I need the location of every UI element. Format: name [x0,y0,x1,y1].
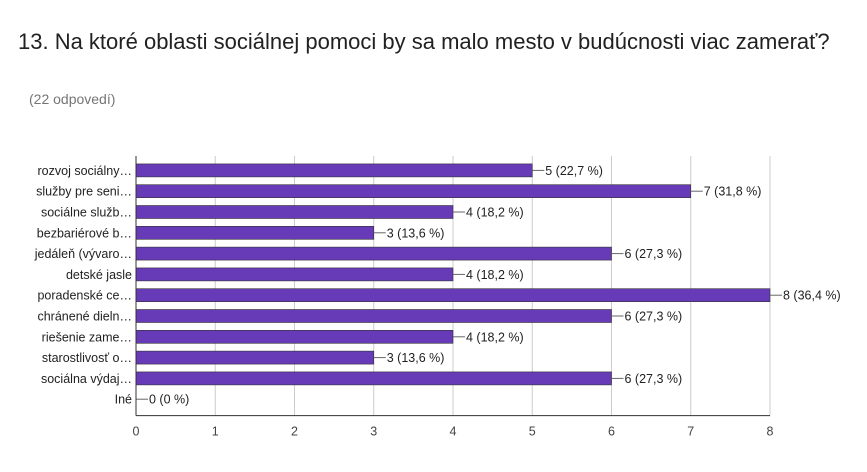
category-label: riešenie zame… [42,330,132,344]
data-label: 3 (13,6 %) [387,351,445,365]
category-label: rozvoj sociálny… [38,164,132,178]
category-label: služby pre seni… [36,185,132,199]
x-tick-label: 6 [608,425,615,439]
category-label: poradenské ce… [37,289,132,303]
x-tick-label: 4 [450,425,457,439]
bar [135,205,454,219]
x-tick-label: 5 [529,425,536,439]
data-label: 6 (27,3 %) [625,310,683,324]
category-label: bezbariérové b… [37,226,132,240]
data-label: 5 (22,7 %) [545,164,603,178]
data-label: 4 (18,2 %) [466,206,524,220]
x-tick-label: 7 [687,425,694,439]
data-label: 4 (18,2 %) [466,330,524,344]
category-label: sociálne služb… [41,206,132,220]
x-tick-label: 3 [370,425,377,439]
x-tick-label: 8 [767,425,774,439]
data-label: 3 (13,6 %) [387,226,445,240]
x-tick-label: 0 [133,425,140,439]
category-label: starostlivosť o… [42,351,132,365]
data-label: 8 (36,4 %) [783,289,841,303]
question-title: 13. Na ktoré oblasti sociálnej pomoci by… [18,29,830,54]
category-label: jedáleň (vývaro… [34,247,132,261]
bar [135,371,612,386]
bar [135,163,533,178]
bar [135,309,612,323]
category-label: chránené dieln… [37,310,132,324]
bar [135,329,454,344]
data-label: 4 (18,2 %) [466,268,524,282]
data-label: 0 (0 %) [149,393,189,407]
labels: 0 1 2 3 4 5 6 7 8 rozvoj sociálny… 5 (22,7 %) služb… [34,164,841,439]
bar [135,184,692,198]
data-label: 6 (27,3 %) [625,372,683,386]
bar [135,246,612,261]
category-label: detské jasle [66,268,132,282]
bars [135,163,782,400]
bar [135,226,375,240]
data-label: 7 (31,8 %) [704,185,762,199]
bar [135,350,375,365]
category-label: Iné [115,393,132,407]
category-label: sociálna výdaj… [41,372,132,386]
response-count: (22 odpovedí) [29,91,116,107]
bar [135,288,771,303]
data-label: 6 (27,3 %) [625,247,683,261]
axes [135,156,770,417]
x-tick-label: 2 [291,425,298,439]
x-tick-label: 1 [212,425,219,439]
bar [135,267,454,282]
